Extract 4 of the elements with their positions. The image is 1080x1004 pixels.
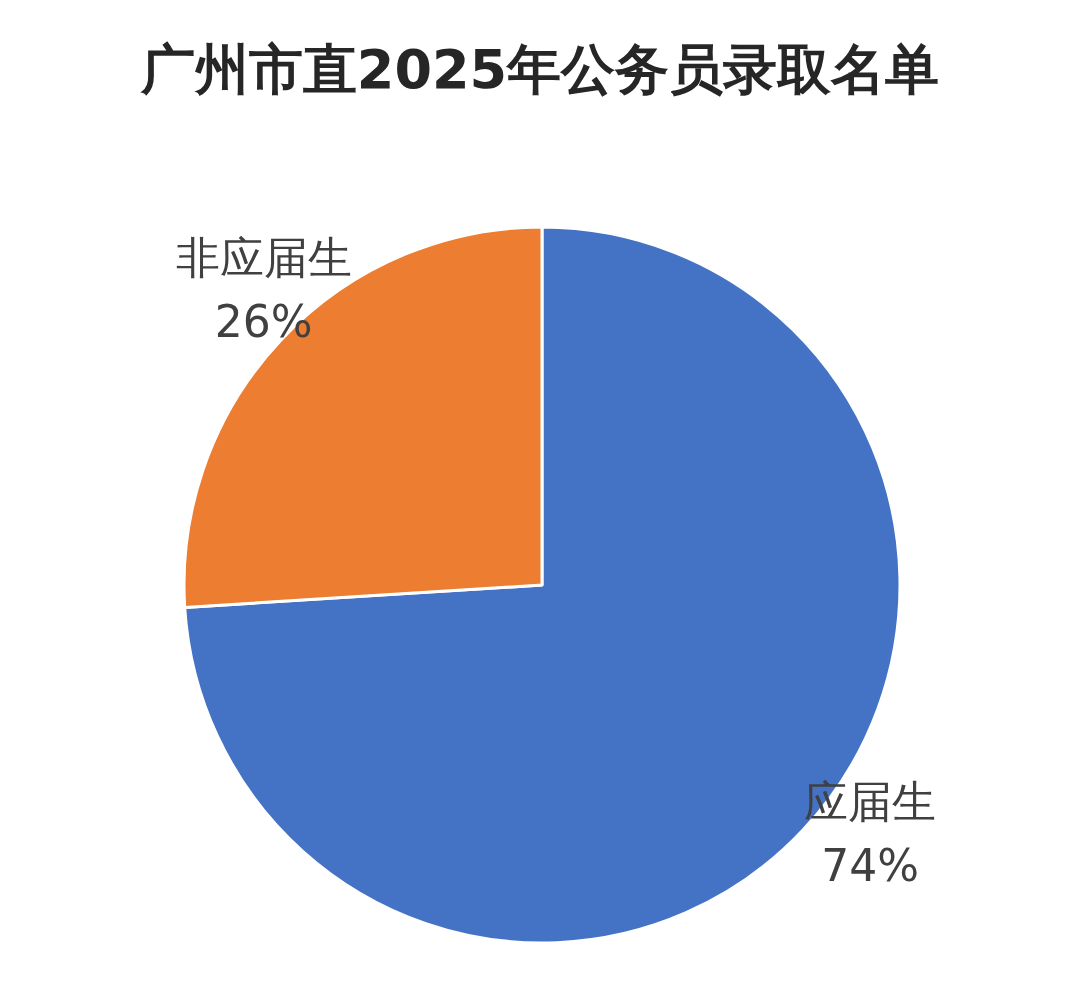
data-label: 74% [821,839,920,891]
chart-title: 广州市直2025年公务员录取名单 [139,38,940,101]
slice-label: 非应届生 [175,232,352,284]
data-label: 26% [214,296,313,348]
